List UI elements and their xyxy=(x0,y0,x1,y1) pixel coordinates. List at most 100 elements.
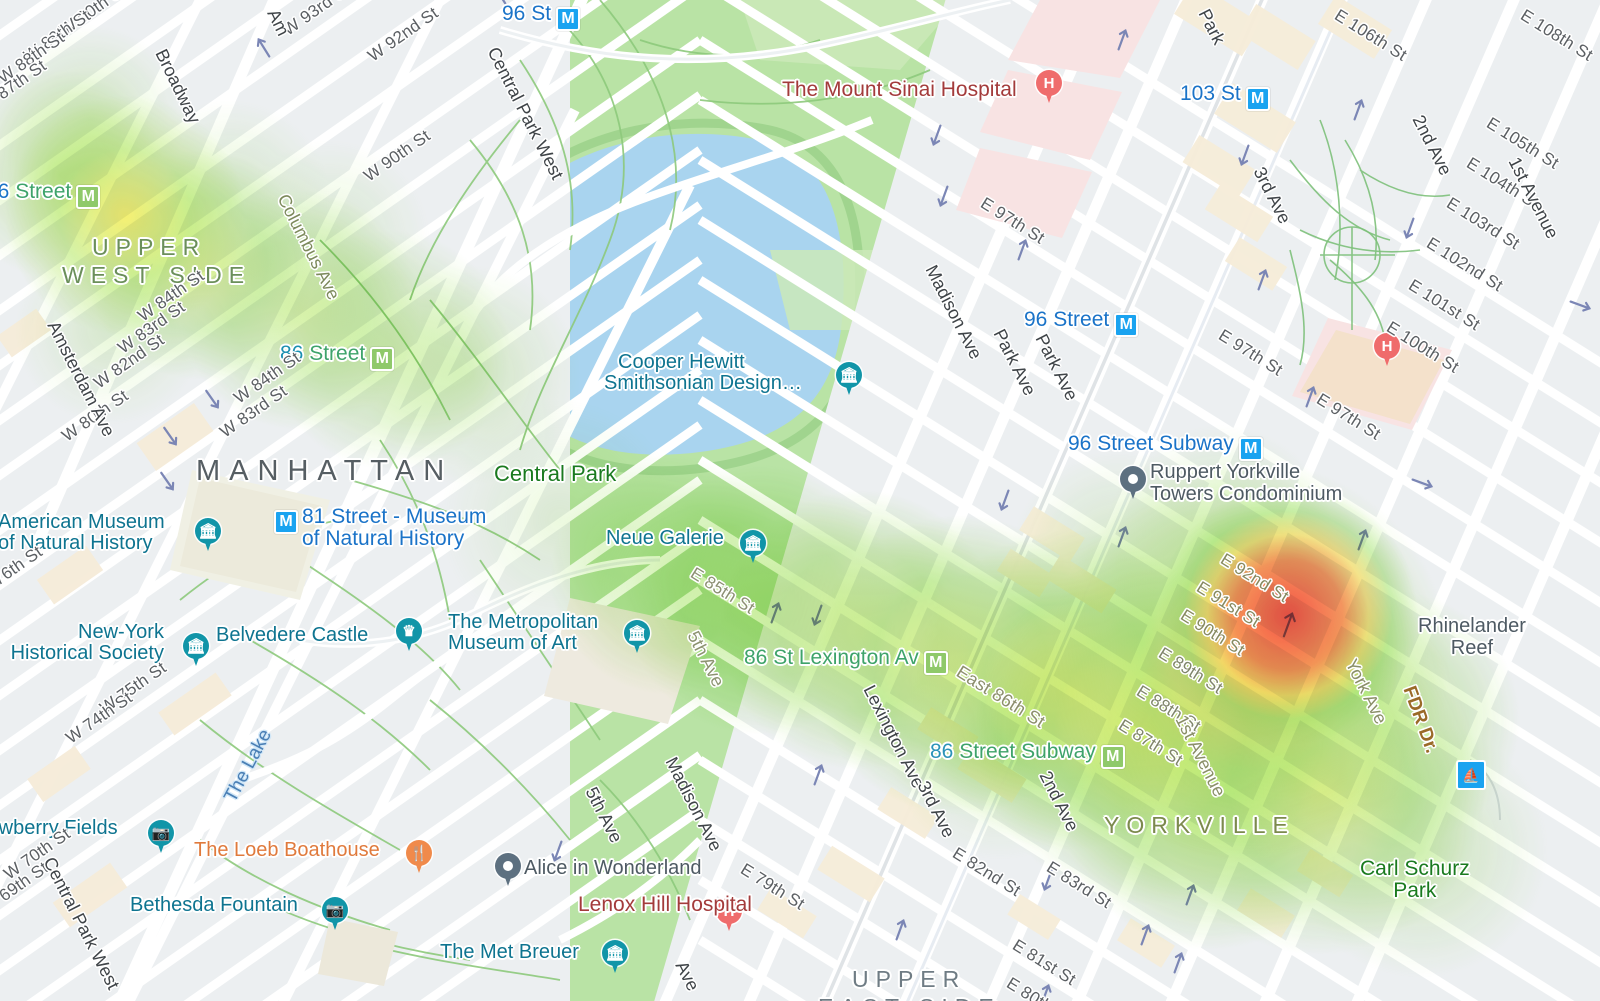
subway-name: Street xyxy=(15,180,72,203)
poi-label-loeb-boathouse: The Loeb Boathouse xyxy=(194,839,380,861)
poi-label-met-museum: The Metropolitan Museum of Art xyxy=(448,611,599,655)
avenue-label-ave-bottom: Ave xyxy=(671,957,704,995)
subway-m-icon: M xyxy=(556,7,581,31)
place-label-alice-in-wonderland: Alice in Wonderland xyxy=(524,857,702,879)
subway-m-icon: M xyxy=(1245,87,1270,111)
avenue-label-york-ave: York Ave xyxy=(1341,655,1392,728)
subway-label-96-street[interactable]: 96 Street M xyxy=(1024,308,1139,337)
subway-m-icon: M xyxy=(1100,745,1125,769)
neighborhood-label-upper: UPPER xyxy=(92,234,207,260)
street-label-e83: E 83rd St xyxy=(1043,857,1115,913)
street-label-w83-b: W 83rd St xyxy=(216,381,291,442)
poi-label-lenox-hill-hospital: Lenox Hill Hospital xyxy=(578,893,752,916)
neighborhood-label-manhattan: MANHATTAN xyxy=(196,455,454,487)
subway-name-prefix: 86 xyxy=(930,740,954,763)
street-label-e100: E 100th St xyxy=(1383,317,1463,377)
avenue-label-park-ave-mid: Park Ave xyxy=(1031,330,1082,404)
poi-label-american-museum-natural-history: American Museum of Natural History xyxy=(0,511,165,555)
street-label-w87: W 87th St xyxy=(0,55,50,115)
poi-label-ny-historical-society: New-York Historical Society xyxy=(10,621,164,665)
neighborhood-label-yorkville: YORKVILLE xyxy=(1104,812,1295,838)
street-label-w93: W 93rd St xyxy=(279,0,354,40)
poi-label-neue-galerie: Neue Galerie xyxy=(606,527,724,549)
neighborhood-label-upper-east-side-2: EAST SIDE xyxy=(818,992,1001,1001)
subway-label-103-st[interactable]: 103 St M xyxy=(1180,82,1270,111)
street-label-e101: E 101st St xyxy=(1405,275,1484,335)
street-label-e87: E 87th St xyxy=(1115,715,1187,770)
street-label-east-86: East 86th St xyxy=(952,661,1049,732)
avenue-label-madison-north: Madison Ave xyxy=(921,261,987,363)
street-label-e97-a: E 97th St xyxy=(977,193,1049,248)
subway-m-icon: M xyxy=(370,347,395,371)
avenue-label-5th-ave-upper: 5th Ave xyxy=(683,627,729,691)
ferry-icon[interactable]: ⛵ xyxy=(1456,760,1486,790)
subway-m-icon: M xyxy=(76,185,101,209)
subway-name: 96 Street Subway xyxy=(1068,432,1234,455)
street-label-e82: E 82nd St xyxy=(949,843,1025,901)
street-label-w90-b: W 90th St xyxy=(360,125,434,186)
street-label-e97-b: E 97th St xyxy=(1215,325,1287,380)
avenue-label-lexington: Lexington Ave xyxy=(859,681,929,792)
street-label-e97-c: E 97th St xyxy=(1313,389,1385,444)
street-label-e104: E 104th St xyxy=(1463,153,1543,213)
subway-label-86-street-subway[interactable]: 86 Street Subway M xyxy=(930,740,1125,769)
subway-m-icon: M xyxy=(1238,437,1263,461)
street-label-e81: E 81st St xyxy=(1009,935,1080,990)
subway-label-86-st-lexington-av[interactable]: 86 St Lexington Av M xyxy=(744,646,948,675)
avenue-label-5th-ave-lower: 5th Ave xyxy=(581,783,627,847)
street-label-e85: E 85th St xyxy=(687,563,759,618)
avenue-label-amsterdam-north: Am xyxy=(263,5,294,39)
subway-name: Street xyxy=(309,342,366,365)
avenue-label-2nd-ave-lower: 2nd Ave xyxy=(1035,767,1083,835)
street-label-e105: E 105th St xyxy=(1483,113,1563,173)
subway-name-prefix: 86 xyxy=(280,342,304,365)
subway-name: Street Subway xyxy=(959,740,1096,763)
street-label-e90: E 90th St xyxy=(1177,605,1249,660)
avenue-label-3rd-ave-north: 3rd Ave xyxy=(1249,163,1295,227)
street-label-w83-a: W 83rd St xyxy=(114,297,189,358)
place-label-rhinelander-reef: Rhinelander Reef xyxy=(1418,615,1526,659)
subway-label-96-street-subway[interactable]: 96 Street Subway M xyxy=(1068,432,1263,461)
subway-name: 81 Street - Museum of Natural History xyxy=(302,505,487,551)
avenue-label-central-park-west-south: Central Park West xyxy=(39,853,124,993)
subway-label-86-street-uws-south[interactable]: 86 Street M xyxy=(280,342,395,371)
street-label-w84-a: W 84th St xyxy=(134,265,208,326)
neighborhood-label-west-side: WEST SIDE xyxy=(62,262,252,288)
avenue-label-1st-avenue-lower: 1st Avenue xyxy=(1171,711,1230,800)
subway-label-81-street-museum[interactable]: M 81 Street - Museum of Natural History xyxy=(274,505,487,551)
poi-label-mount-sinai-hospital: The Mount Sinai Hospital xyxy=(782,78,1017,101)
street-label-w69: W 69th St xyxy=(0,857,52,918)
park-label-carl-schurz-park: Carl Schurz Park xyxy=(1360,857,1470,903)
subway-m-icon: M xyxy=(1114,313,1139,337)
street-label-e89: E 89th St xyxy=(1155,643,1227,698)
street-label-e88: E 88th St xyxy=(1133,681,1205,736)
street-label-w80: W 80th St xyxy=(58,385,132,446)
street-label-e92: E 92nd St xyxy=(1217,549,1293,607)
street-label-e91: E 91st St xyxy=(1193,577,1264,632)
subway-name: 86 St Lexington Av xyxy=(744,646,919,669)
avenue-label-columbus: Columbus Ave xyxy=(273,190,344,303)
subway-name: 96 St xyxy=(502,2,552,25)
place-label-ruppert-yorkville-towers: Ruppert Yorkville Towers Condominium xyxy=(1150,461,1343,505)
street-label-w92: W 92nd St xyxy=(364,3,442,66)
street-label-w88: W 88th St xyxy=(0,27,68,88)
subway-m-icon: M xyxy=(923,651,948,675)
poi-label-met-breuer: The Met Breuer xyxy=(440,941,579,963)
street-label-w74: W 74th St xyxy=(62,687,136,748)
street-label-w82: W 82nd St xyxy=(90,330,168,393)
avenue-label-broadway: Broadway xyxy=(151,45,205,127)
avenue-label-2nd-ave-north: 2nd Ave xyxy=(1408,111,1456,179)
poi-label-bethesda-fountain: Bethesda Fountain xyxy=(130,894,298,916)
subway-label-96-st[interactable]: 96 St M xyxy=(502,2,581,31)
street-label-e102: E 102nd St xyxy=(1423,233,1507,296)
park-label-central-park: Central Park xyxy=(494,461,617,486)
avenue-label-central-park-west-north: Central Park West xyxy=(483,43,568,183)
avenue-label-1st-avenue-north: 1st Avenue xyxy=(1504,153,1563,242)
water-label-the-lake: The Lake xyxy=(220,725,277,806)
subway-name-prefix: 86 xyxy=(0,180,10,203)
poi-label-belvedere-castle: Belvedere Castle xyxy=(216,624,369,646)
